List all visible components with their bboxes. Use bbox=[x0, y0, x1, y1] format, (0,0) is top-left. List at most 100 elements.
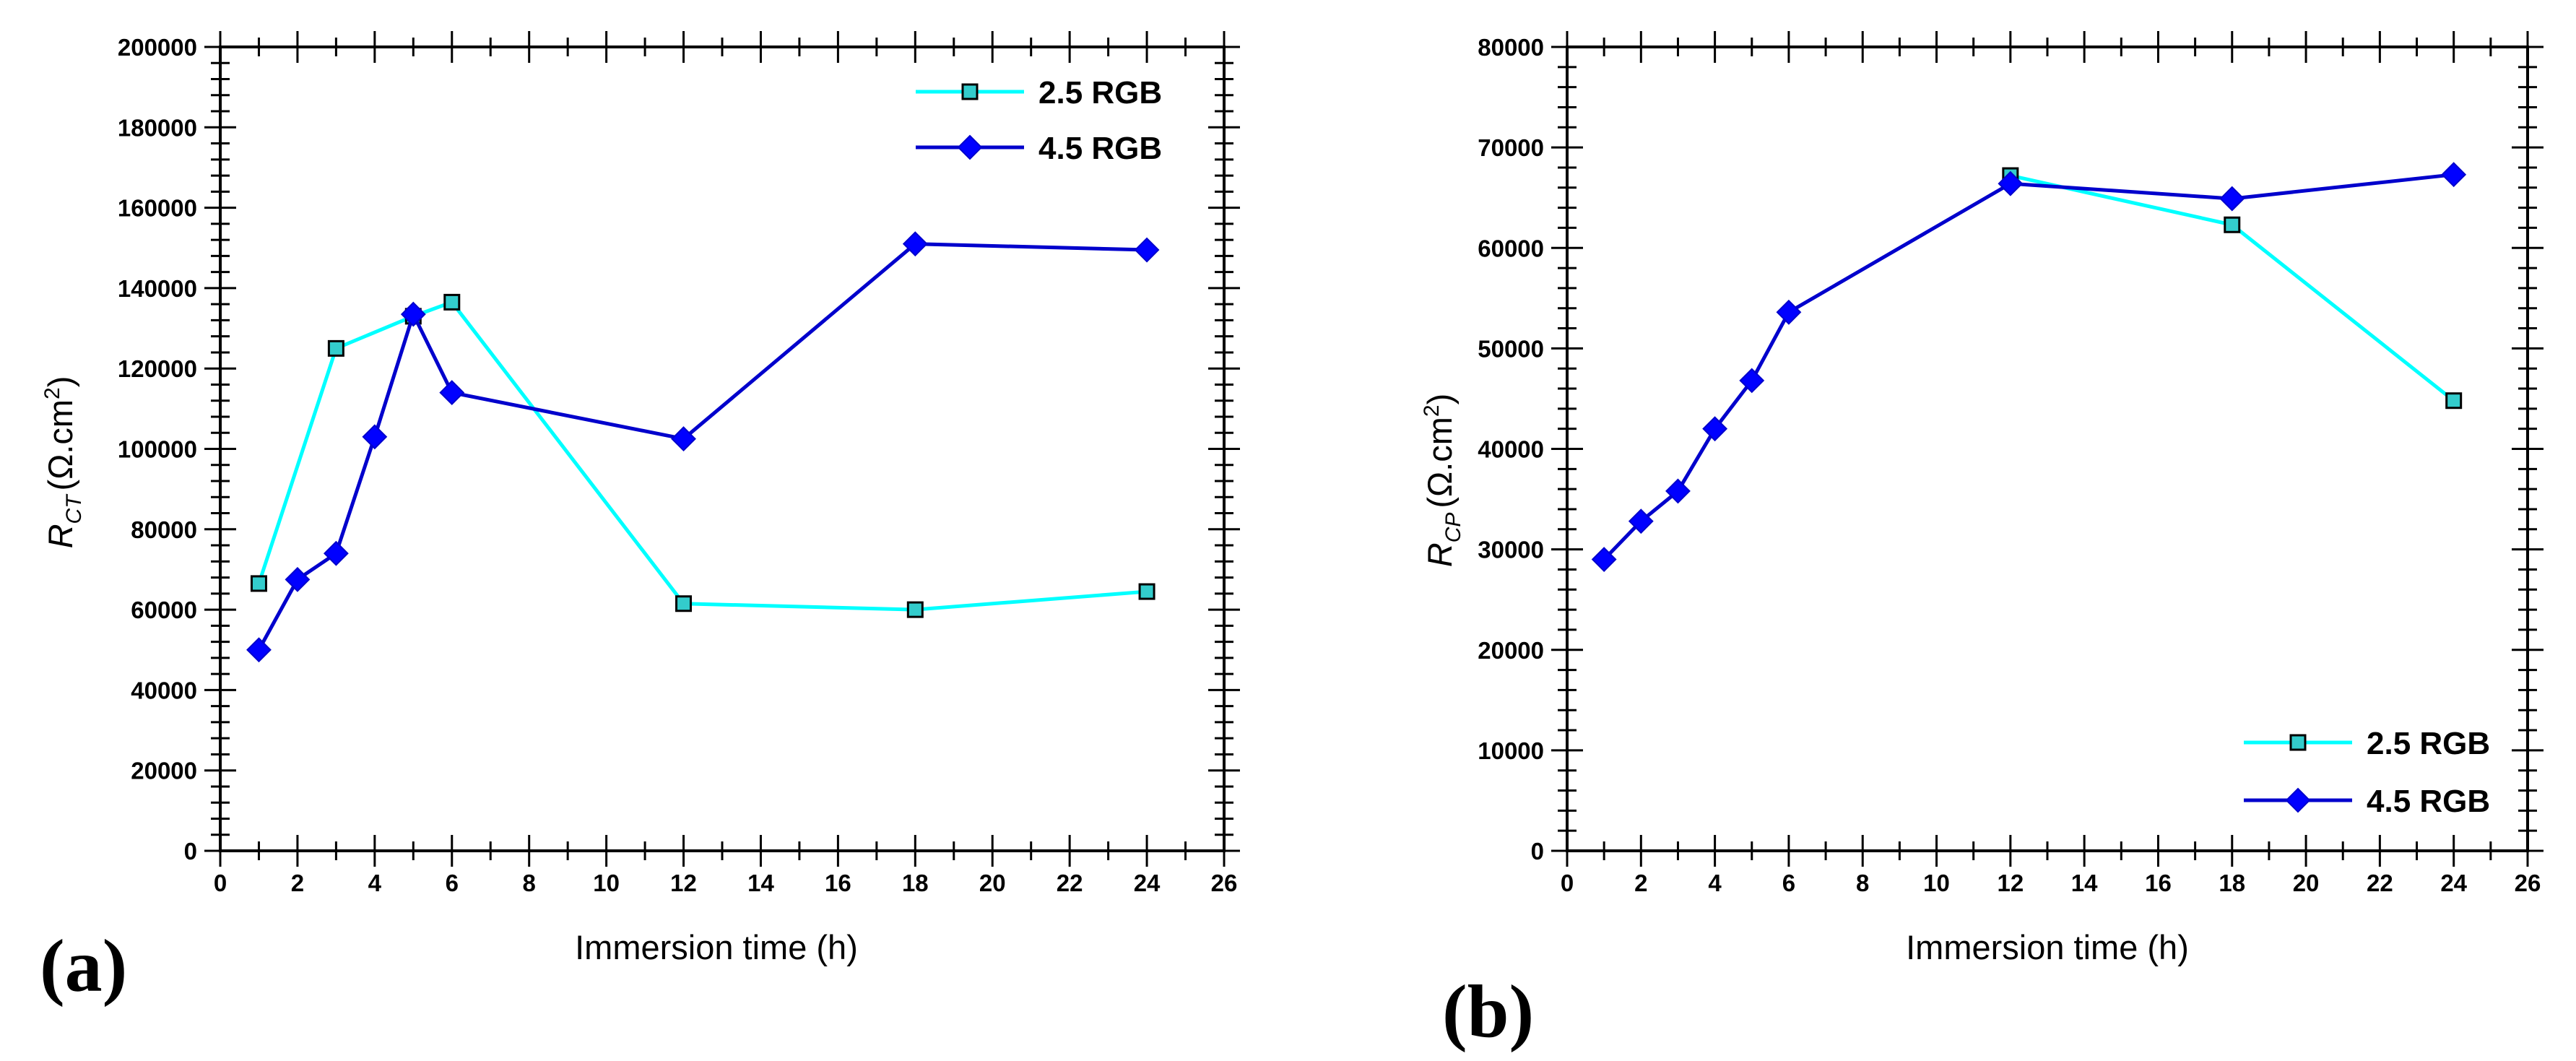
panel-a-y-tick-label: 200000 bbox=[118, 34, 197, 61]
panel-b-series-1-point bbox=[2219, 186, 2245, 212]
panel-b-x-tick-label: 12 bbox=[1997, 870, 2024, 896]
panel-b: (b) Immersion time (h) RCP(Ω.cm2) bbox=[1420, 394, 2189, 1053]
panel-a-series-1-point bbox=[323, 540, 349, 566]
panel-b-x-tick-label: 14 bbox=[2071, 870, 2098, 896]
panel-a-chart: 0 2 4 6 8 10 12 14 16 18 20 22 24 2602000040000600008… bbox=[118, 31, 1240, 896]
panel-a-series-1-point bbox=[400, 301, 426, 327]
panel-b-x-tick-label: 22 bbox=[2367, 870, 2393, 896]
panel-a-series-1-point bbox=[439, 380, 465, 406]
panel-a-series-0-point bbox=[1138, 583, 1155, 600]
panel-a-y-tick-label: 140000 bbox=[118, 275, 197, 302]
panel-a-y-axis-close: ) bbox=[41, 376, 79, 388]
panel-a-series-1 bbox=[246, 231, 1160, 663]
panel-b-legend-marker-1 bbox=[2285, 787, 2311, 813]
panel-b-x-tick-label: 20 bbox=[2293, 870, 2320, 896]
panel-b-x-tick-label: 24 bbox=[2440, 870, 2467, 896]
panel-a-y-tick-label: 100000 bbox=[118, 436, 197, 463]
panel-a-label: (a) bbox=[40, 924, 127, 1008]
panel-a-x-tick-label: 14 bbox=[747, 870, 774, 896]
panel-a-x-axis-title: Immersion time (h) bbox=[575, 928, 858, 966]
panel-b-series-1 bbox=[1591, 162, 2467, 572]
panel-a-y-axis-symbol: R bbox=[41, 524, 79, 548]
panel-a: (a) Immersion time (h) RCT(Ω.cm2) bbox=[40, 376, 858, 1008]
panel-a-x-tick-label: 12 bbox=[670, 870, 697, 896]
panel-b-series-1-point bbox=[1739, 368, 1765, 394]
panel-b-y-axis-subscript: CP bbox=[1441, 513, 1465, 543]
panel-a-y-tick-label: 180000 bbox=[118, 114, 197, 141]
panel-a-series-0-point bbox=[443, 293, 461, 311]
panel-a-series-1-point bbox=[671, 426, 696, 452]
panel-b-label: (b) bbox=[1442, 970, 1534, 1053]
panel-b-series-1-point bbox=[2441, 162, 2467, 188]
panel-b-series-1-point bbox=[1591, 547, 1617, 572]
panel-b-y-tick-label: 30000 bbox=[1478, 537, 1544, 563]
panel-a-legend-marker-0 bbox=[961, 83, 979, 100]
panel-a-series-0-point bbox=[675, 595, 693, 612]
panel-a-y-axis-unit: (Ω.cm bbox=[41, 399, 79, 491]
panel-a-y-axis-subscript: CT bbox=[62, 493, 86, 524]
panel-a-y-tick-label: 80000 bbox=[131, 516, 197, 543]
panel-a-series-0-point bbox=[327, 339, 344, 357]
panel-b-y-tick-label: 40000 bbox=[1478, 436, 1544, 463]
panel-b-x-tick-label: 10 bbox=[1923, 870, 1950, 896]
panel-a-x-tick-label: 26 bbox=[1211, 870, 1238, 896]
panel-a-x-tick-label: 8 bbox=[523, 870, 536, 896]
panel-b-legend-label-0: 2.5 RGB bbox=[2367, 726, 2490, 761]
panel-a-y-tick-label: 0 bbox=[184, 838, 197, 865]
panel-a-series-1-point bbox=[362, 424, 388, 450]
panel-b-y-axis-title: RCP (Ω.cm2) bbox=[1420, 394, 1465, 567]
panel-b-chart: 0 2 4 6 8 10 12 14 16 18 20 22 24 2601000020000300004… bbox=[1478, 31, 2544, 896]
panel-b-x-tick-label: 16 bbox=[2145, 870, 2172, 896]
panel-a-y-tick-label: 160000 bbox=[118, 195, 197, 222]
panel-b-series-1-point bbox=[1665, 478, 1691, 504]
panel-b-legend-label-1: 4.5 RGB bbox=[2367, 784, 2490, 819]
panel-a-y-tick-label: 20000 bbox=[131, 758, 197, 784]
panel-b-x-tick-label: 0 bbox=[1561, 870, 1574, 896]
panel-b-legend-marker-0 bbox=[2289, 734, 2307, 751]
panel-b-x-tick-label: 2 bbox=[1634, 870, 1647, 896]
panel-a-x-tick-label: 16 bbox=[825, 870, 851, 896]
panel-a-x-tick-label: 4 bbox=[368, 870, 382, 896]
panel-b-x-tick-label: 6 bbox=[1782, 870, 1795, 896]
panel-a-series-1-point bbox=[902, 231, 928, 257]
panel-a-x-tick-label: 20 bbox=[979, 870, 1006, 896]
panel-a-legend-label-0: 2.5 RGB bbox=[1038, 75, 1162, 111]
panel-b-x-tick-label: 18 bbox=[2219, 870, 2245, 896]
panel-b-series-0-point bbox=[2224, 216, 2241, 233]
panel-b-x-tick-label: 8 bbox=[1856, 870, 1869, 896]
panel-b-y-axis-unit: (Ω.cm bbox=[1421, 417, 1459, 508]
panel-b-series-1-point bbox=[1702, 416, 1728, 442]
panel-a-x-tick-label: 18 bbox=[902, 870, 929, 896]
panel-a-x-tick-label: 2 bbox=[291, 870, 304, 896]
panel-a-series-0-line bbox=[257, 300, 1148, 612]
panel-a-legend-label-1: 4.5 RGB bbox=[1038, 131, 1162, 166]
panel-a-y-axis-superscript: 2 bbox=[40, 387, 64, 399]
panel-b-series-1-point bbox=[1998, 170, 2024, 196]
panel-b-series-1-line bbox=[1603, 173, 2454, 561]
panel-b-y-tick-label: 10000 bbox=[1478, 737, 1544, 764]
panel-a-x-tick-label: 24 bbox=[1134, 870, 1161, 896]
panel-a-y-tick-label: 120000 bbox=[118, 355, 197, 382]
panel-a-y-axis-title: RCT(Ω.cm2) bbox=[40, 376, 86, 549]
panel-b-y-tick-label: 20000 bbox=[1478, 637, 1544, 664]
panel-a-x-tick-label: 6 bbox=[446, 870, 459, 896]
panel-a-series-0 bbox=[250, 293, 1155, 618]
panel-a-y-tick-label: 60000 bbox=[131, 597, 197, 623]
panel-a-x-tick-label: 0 bbox=[214, 870, 227, 896]
panel-a-y-tick-label: 40000 bbox=[131, 677, 197, 703]
panel-a-series-1-point bbox=[1134, 237, 1160, 263]
panel-b-series-1-point bbox=[1628, 508, 1654, 534]
panel-a-x-tick-label: 10 bbox=[593, 870, 620, 896]
panel-b-y-tick-label: 60000 bbox=[1478, 235, 1544, 261]
panel-b-x-tick-label: 4 bbox=[1708, 870, 1722, 896]
plots: 0 2 4 6 8 10 12 14 16 18 20 22 24 2602000040000600008… bbox=[118, 31, 2544, 896]
panel-a-series-1-line bbox=[257, 242, 1148, 651]
panel-a-series-0-point bbox=[250, 575, 267, 592]
panel-a-series-1-point bbox=[285, 566, 311, 592]
panel-b-y-axis-symbol: R bbox=[1421, 542, 1459, 567]
panel-b-y-tick-label: 0 bbox=[1531, 838, 1544, 865]
panel-b-series-1-point bbox=[1776, 299, 1802, 325]
panel-a-x-tick-label: 22 bbox=[1057, 870, 1083, 896]
